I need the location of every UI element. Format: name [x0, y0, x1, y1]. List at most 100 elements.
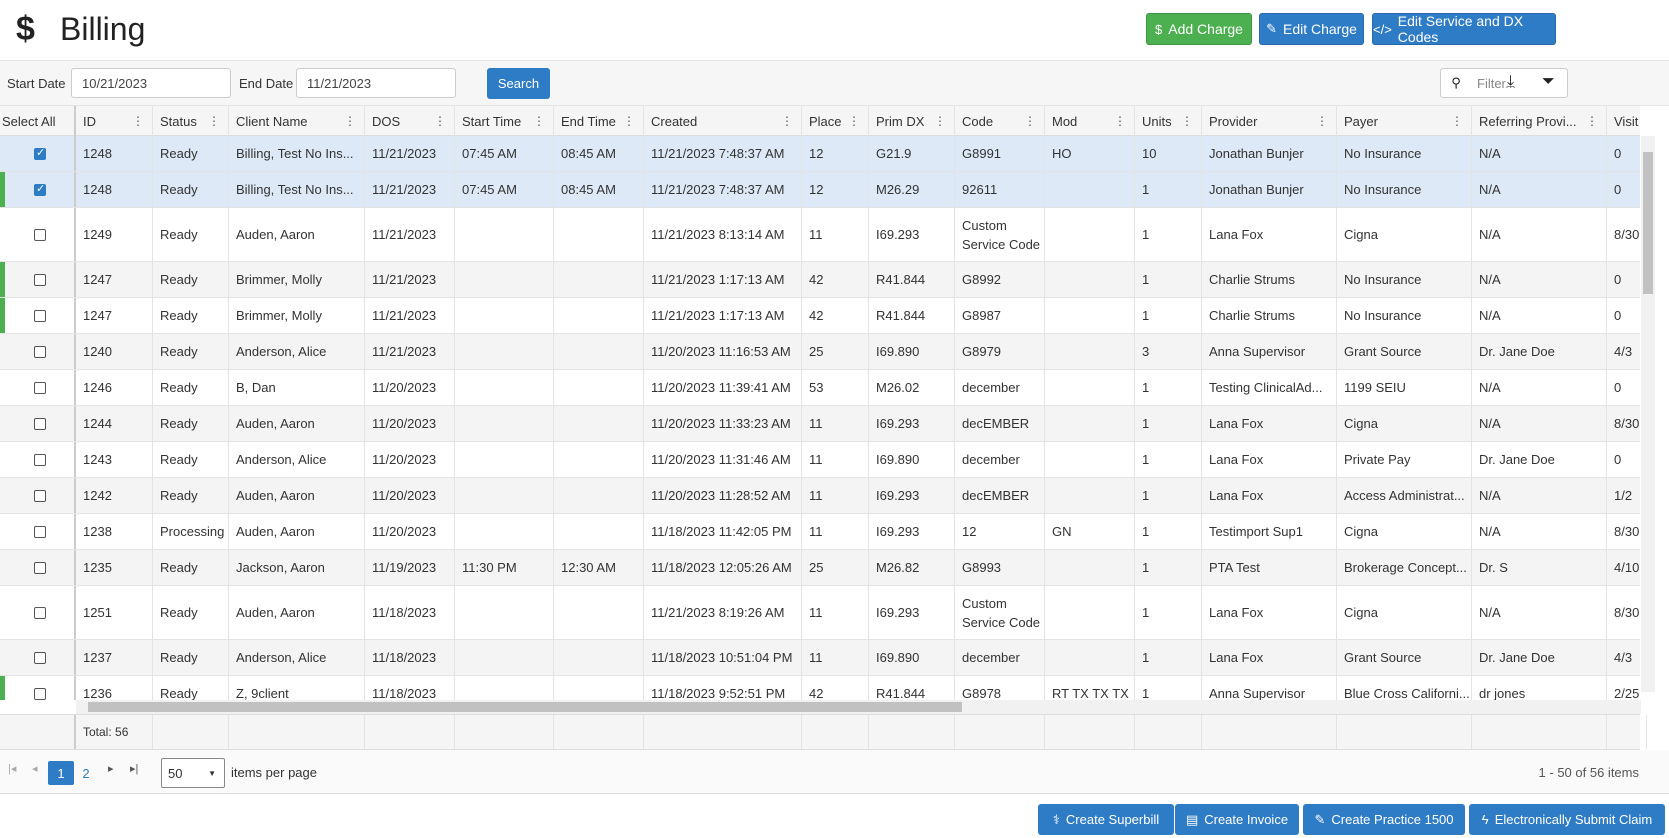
- footer-cell: [1045, 715, 1135, 749]
- column-menu-icon[interactable]: ⋮: [434, 114, 446, 128]
- column-header-prim-dx[interactable]: Prim DX ⋮: [869, 106, 955, 136]
- submit-claim-button[interactable]: ϟ Electronically Submit Claim: [1469, 804, 1665, 835]
- column-header-start-time[interactable]: Start Time ⋮: [455, 106, 554, 136]
- row-checkbox[interactable]: [34, 489, 46, 502]
- row-checkbox[interactable]: [34, 228, 46, 241]
- row-checkbox[interactable]: [34, 381, 46, 394]
- row-checkbox[interactable]: [34, 273, 46, 286]
- row-checkbox[interactable]: [34, 417, 46, 430]
- row-checkbox[interactable]: [34, 561, 46, 574]
- table-row[interactable]: 1244 Ready Auden, Aaron 11/20/2023 11/20/202…: [0, 406, 1640, 442]
- column-menu-icon[interactable]: ⋮: [781, 114, 793, 128]
- table-row[interactable]: 1242 Ready Auden, Aaron 11/20/2023 11/20/202…: [0, 478, 1640, 514]
- table-row[interactable]: 1237 Ready Anderson, Alice 11/18/2023 11/18/…: [0, 640, 1640, 676]
- vertical-scrollbar[interactable]: [1641, 136, 1655, 692]
- table-row[interactable]: 1249 Ready Auden, Aaron 11/21/2023 11/21/202…: [0, 208, 1640, 262]
- cell-referring-provider: dr jones: [1472, 676, 1607, 700]
- row-checkbox[interactable]: [34, 182, 46, 196]
- column-header-provider[interactable]: Provider ⋮: [1202, 106, 1337, 136]
- table-row[interactable]: 1243 Ready Anderson, Alice 11/20/2023 11/20/…: [0, 442, 1640, 478]
- edit-codes-button[interactable]: </> Edit Service and DX Codes: [1372, 13, 1556, 45]
- cell-payer: Cigna: [1337, 514, 1472, 549]
- row-checkbox[interactable]: [34, 453, 46, 466]
- column-header-units[interactable]: Units ⋮: [1135, 106, 1202, 136]
- horizontal-scrollbar[interactable]: [76, 700, 1641, 714]
- column-header-end-time[interactable]: End Time ⋮: [554, 106, 644, 136]
- column-menu-icon[interactable]: ⋮: [344, 114, 356, 128]
- column-header-mod[interactable]: Mod ⋮: [1045, 106, 1135, 136]
- column-header-id[interactable]: ID ⋮: [76, 106, 153, 136]
- start-date-input[interactable]: 10/21/2023: [71, 68, 231, 98]
- row-checkbox[interactable]: [34, 606, 46, 619]
- per-page-select[interactable]: 50 ▼: [161, 758, 225, 788]
- first-page-icon[interactable]: |◂: [8, 763, 17, 775]
- column-header-place[interactable]: Place ⋮: [802, 106, 869, 136]
- column-menu-icon[interactable]: ⋮: [533, 114, 545, 128]
- table-row[interactable]: 1238 Processing Auden, Aaron 11/20/2023 11/1…: [0, 514, 1640, 550]
- column-header-client-name[interactable]: Client Name ⋮: [229, 106, 365, 136]
- add-charge-button[interactable]: $ Add Charge: [1146, 13, 1252, 45]
- cell-referring-provider: N/A: [1472, 406, 1607, 441]
- create-practice-1500-button[interactable]: ✎ Create Practice 1500: [1303, 804, 1465, 835]
- vertical-scroll-thumb[interactable]: [1643, 152, 1653, 294]
- horizontal-scroll-thumb[interactable]: [88, 702, 962, 712]
- create-superbill-button[interactable]: ⚕ Create Superbill: [1038, 804, 1174, 835]
- end-date-input[interactable]: 11/21/2023: [296, 68, 456, 98]
- table-row[interactable]: 1236 Ready Z, 9client 11/18/2023 11/18/2023 …: [0, 676, 1640, 700]
- column-header-dos[interactable]: DOS ⋮: [365, 106, 455, 136]
- filter-icon[interactable]: ⏷: [1542, 73, 1555, 90]
- page-1-button[interactable]: 1: [48, 761, 74, 785]
- table-row[interactable]: 1235 Ready Jackson, Aaron 11/19/2023 11:30 P…: [0, 550, 1640, 586]
- cell-dos: 11/18/2023: [365, 676, 455, 700]
- page-2-button[interactable]: 2: [82, 765, 90, 781]
- cell-status: Processing: [153, 514, 229, 549]
- download-icon[interactable]: ⤓: [1507, 73, 1515, 90]
- row-checkbox[interactable]: [34, 146, 46, 160]
- column-menu-icon[interactable]: ⋮: [1181, 114, 1193, 128]
- table-row[interactable]: 1247 Ready Brimmer, Molly 11/21/2023 11/21/2…: [0, 262, 1640, 298]
- column-menu-icon[interactable]: ⋮: [623, 114, 635, 128]
- row-checkbox[interactable]: [34, 525, 46, 538]
- next-page-icon[interactable]: ▸: [108, 763, 114, 775]
- table-row[interactable]: 1251 Ready Auden, Aaron 11/18/2023 11/21/202…: [0, 586, 1640, 640]
- cell-dos: 11/18/2023: [365, 586, 455, 639]
- cell-referring-provider: Dr. S: [1472, 550, 1607, 585]
- column-menu-icon[interactable]: ⋮: [934, 114, 946, 128]
- table-row[interactable]: 1246 Ready B, Dan 11/20/2023 11/20/2023 11:3…: [0, 370, 1640, 406]
- column-menu-icon[interactable]: ⋮: [1316, 114, 1328, 128]
- column-header-select-all[interactable]: Select All: [0, 106, 76, 136]
- column-menu-icon[interactable]: ⋮: [1451, 114, 1463, 128]
- create-invoice-button[interactable]: ▤ Create Invoice: [1175, 804, 1299, 835]
- column-header-payer[interactable]: Payer ⋮: [1337, 106, 1472, 136]
- last-page-icon[interactable]: ▸|: [130, 763, 139, 775]
- cell-end-time: 08:45 AM: [554, 136, 644, 171]
- row-checkbox[interactable]: [34, 309, 46, 322]
- column-header-visit[interactable]: Visit: [1607, 106, 1640, 136]
- edit-charge-button[interactable]: ✎ Edit Charge: [1259, 13, 1364, 45]
- column-menu-icon[interactable]: ⋮: [1024, 114, 1036, 128]
- column-header-code[interactable]: Code ⋮: [955, 106, 1045, 136]
- filter-input[interactable]: ⚲ Filter...: [1440, 68, 1568, 98]
- cell-place: 42: [802, 262, 869, 297]
- page-title: Billing: [60, 11, 146, 47]
- column-header-created[interactable]: Created ⋮: [644, 106, 802, 136]
- row-checkbox[interactable]: [34, 651, 46, 664]
- cell-id: 1247: [76, 298, 153, 333]
- search-button[interactable]: Search: [487, 68, 550, 99]
- column-menu-icon[interactable]: ⋮: [132, 114, 144, 128]
- column-menu-icon[interactable]: ⋮: [1114, 114, 1126, 128]
- cell-referring-provider: N/A: [1472, 370, 1607, 405]
- row-checkbox[interactable]: [34, 345, 46, 358]
- table-row[interactable]: 1240 Ready Anderson, Alice 11/21/2023 11/20/…: [0, 334, 1640, 370]
- column-menu-icon[interactable]: ⋮: [1586, 114, 1598, 128]
- column-header-referring-provider[interactable]: Referring Provi... ⋮: [1472, 106, 1607, 136]
- chevron-down-icon: ▼: [208, 768, 216, 778]
- row-checkbox[interactable]: [34, 687, 46, 700]
- table-row[interactable]: 1247 Ready Brimmer, Molly 11/21/2023 11/21/2…: [0, 298, 1640, 334]
- column-menu-icon[interactable]: ⋮: [848, 114, 860, 128]
- column-menu-icon[interactable]: ⋮: [208, 114, 220, 128]
- prev-page-icon[interactable]: ◂: [32, 763, 38, 775]
- column-header-status[interactable]: Status ⋮: [153, 106, 229, 136]
